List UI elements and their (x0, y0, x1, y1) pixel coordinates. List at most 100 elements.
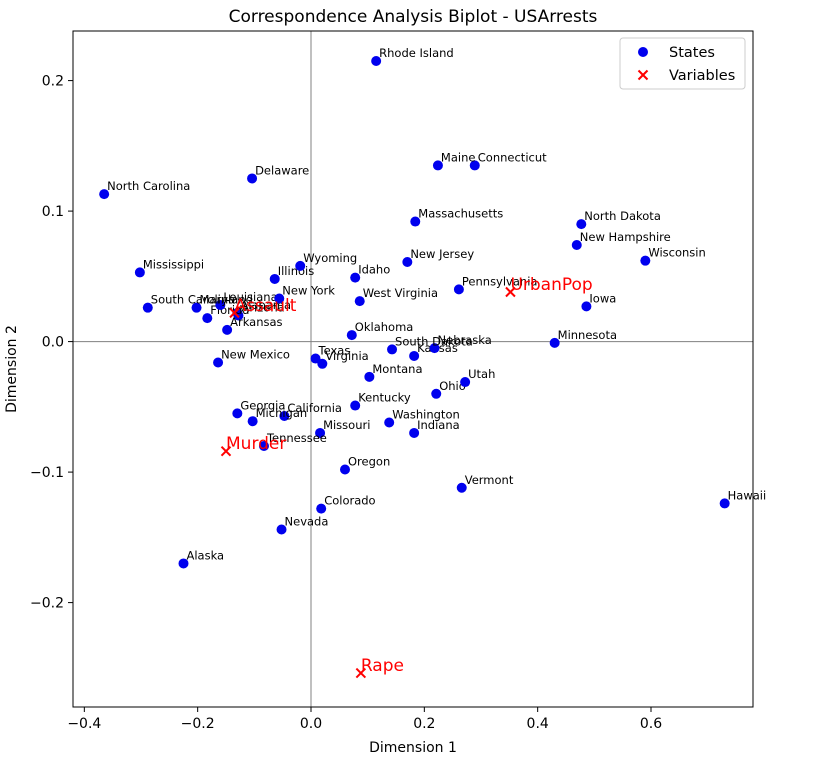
point-label-illinois: Illinois (278, 264, 315, 278)
point-label-missouri: Missouri (323, 418, 370, 432)
y-axis-title: Dimension 2 (4, 325, 20, 413)
point-label-indiana: Indiana (417, 418, 460, 432)
point-label-maryland: Maryland (200, 293, 253, 307)
point-label-new-jersey: New Jersey (410, 247, 474, 261)
x-tick-label: 0.2 (413, 716, 435, 732)
point-colorado (316, 503, 327, 514)
point-label-mississippi: Mississippi (143, 257, 204, 271)
point-mississippi (134, 267, 145, 278)
point-montana (364, 371, 375, 382)
point-label-texas: Texas (318, 344, 351, 358)
variable-label-assault: Assault (235, 296, 297, 316)
point-kentucky (350, 400, 361, 411)
point-label-ohio: Ohio (439, 379, 466, 393)
legend-marker-states (638, 47, 648, 57)
point-maine (432, 160, 443, 171)
point-connecticut (469, 160, 480, 171)
point-indiana (409, 427, 420, 438)
point-label-new-york: New York (282, 284, 335, 298)
point-label-colorado: Colorado (324, 494, 375, 508)
point-hawaii (719, 498, 730, 509)
point-utah (460, 377, 471, 388)
x-tick-label: −0.2 (181, 716, 215, 732)
point-rhode-island (371, 56, 382, 67)
point-new-mexico (213, 357, 224, 368)
point-vermont (456, 482, 467, 493)
point-florida (202, 313, 213, 324)
point-delaware (247, 173, 258, 184)
point-minnesota (549, 337, 560, 348)
point-label-south-dakota: South Dakota (395, 334, 473, 348)
legend-marker-variables (637, 69, 649, 81)
point-label-california: California (287, 401, 342, 415)
variable-marker-rape (355, 667, 367, 679)
point-label-utah: Utah (468, 367, 495, 381)
point-alaska (178, 558, 189, 569)
point-arkansas (222, 324, 233, 335)
point-label-maine: Maine (441, 150, 476, 164)
x-tick-label: 0.0 (300, 716, 322, 732)
y-tick-label: 0.2 (42, 74, 64, 90)
point-ohio (431, 388, 442, 399)
point-label-washington: Washington (392, 408, 460, 422)
point-south-dakota (387, 344, 398, 355)
point-label-nebraska: Nebraska (438, 333, 492, 347)
point-label-alaska: Alaska (187, 548, 225, 562)
point-label-north-carolina: North Carolina (107, 179, 190, 193)
point-label-oklahoma: Oklahoma (355, 320, 414, 334)
point-washington (384, 417, 395, 428)
point-maryland (191, 302, 202, 313)
point-label-louisiana: Louisiana (223, 290, 277, 304)
point-label-new-hampshire: New Hampshire (580, 230, 671, 244)
point-georgia (232, 408, 243, 419)
point-label-massachusetts: Massachusetts (418, 207, 503, 221)
point-north-dakota (576, 219, 587, 230)
point-north-carolina (99, 189, 110, 200)
point-label-connecticut: Connecticut (478, 150, 547, 164)
point-label-new-mexico: New Mexico (221, 347, 290, 361)
point-idaho (350, 272, 361, 283)
y-tick-label: 0.1 (42, 204, 64, 220)
point-west-virginia (354, 296, 365, 307)
point-oklahoma (346, 330, 357, 341)
data-points: AlabamaAlaskaArizonaArkansasCaliforniaCo… (99, 46, 766, 679)
point-label-wyoming: Wyoming (303, 251, 357, 265)
point-label-michigan: Michigan (256, 406, 308, 420)
point-label-idaho: Idaho (358, 263, 390, 277)
point-label-vermont: Vermont (465, 473, 514, 487)
point-south-carolina (142, 302, 153, 313)
point-label-rhode-island: Rhode Island (379, 46, 454, 60)
point-california (279, 410, 290, 421)
x-tick-label: 0.6 (640, 716, 662, 732)
point-wyoming (295, 260, 306, 271)
plot-area: AlabamaAlaskaArizonaArkansasCaliforniaCo… (30, 30, 766, 732)
point-label-tennessee: Tennessee (266, 431, 327, 445)
point-label-nevada: Nevada (285, 515, 329, 529)
y-tick-label: 0.0 (42, 335, 64, 351)
point-texas (310, 353, 321, 364)
point-label-pennsylvania: Pennsylvania (462, 274, 538, 288)
variable-marker-murder (220, 446, 232, 457)
point-label-south-carolina: South Carolina (151, 293, 235, 307)
point-nevada (276, 524, 287, 535)
point-label-minnesota: Minnesota (558, 328, 617, 342)
point-label-delaware: Delaware (255, 163, 309, 177)
legend-label-states: States (669, 45, 715, 61)
point-new-york (274, 293, 285, 304)
point-massachusetts (410, 216, 421, 227)
variable-marker-assault (229, 307, 240, 319)
point-label-oregon: Oregon (348, 454, 390, 468)
point-label-montana: Montana (372, 362, 422, 376)
legend-label-variables: Variables (669, 68, 735, 84)
point-michigan (247, 416, 258, 427)
point-pennsylvania (453, 284, 464, 295)
point-oregon (340, 464, 350, 475)
y-tick-label: −0.1 (30, 465, 64, 481)
chart-title: Correspondence Analysis Biplot - USArres… (229, 7, 598, 27)
point-label-north-dakota: North Dakota (584, 209, 661, 223)
point-new-hampshire (571, 240, 582, 251)
point-wisconsin (640, 255, 651, 266)
y-axis-ticks: −0.2 −0.1 0.0 0.1 0.2 (30, 74, 73, 612)
